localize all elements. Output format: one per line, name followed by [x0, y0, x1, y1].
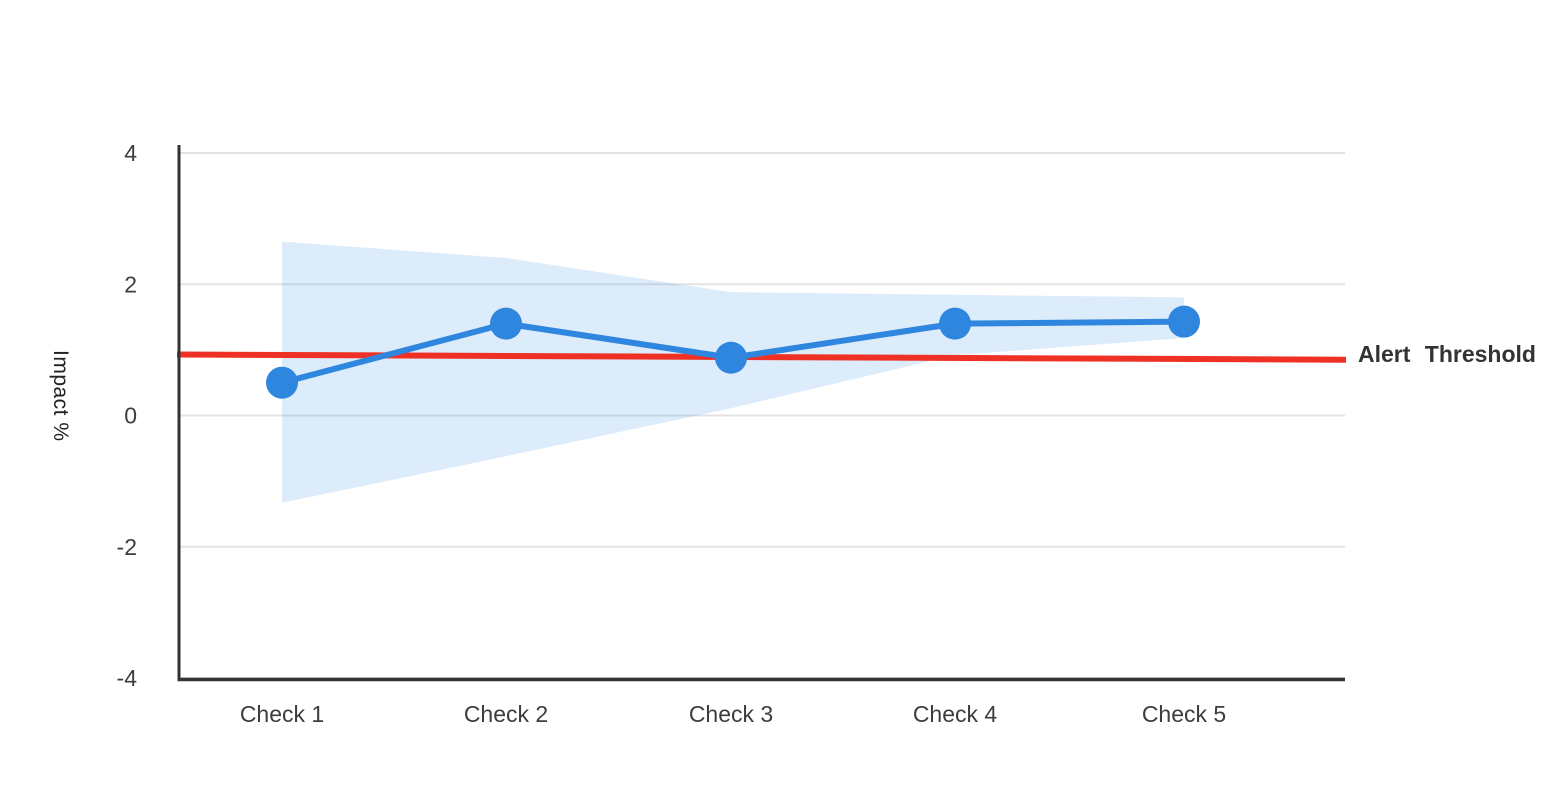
x-tick-label-1: Check 1: [240, 701, 324, 727]
data-point-check-5: [1168, 305, 1200, 338]
data-point-check-3: [715, 341, 747, 374]
data-point-check-4: [939, 307, 971, 340]
y-tick-label-4: 4: [124, 140, 137, 166]
x-tick-label-4: Check 4: [913, 701, 998, 727]
data-point-check-2: [490, 307, 522, 340]
y-tick-label-2: 2: [124, 271, 137, 297]
threshold-line: [176, 351, 1347, 363]
y-tick-label--2: -2: [117, 534, 137, 560]
alert-threshold-label: Alert Threshold: [1358, 341, 1536, 367]
y-tick-label--4: -4: [117, 665, 138, 691]
x-tick-label-5: Check 5: [1142, 701, 1226, 727]
data-point-check-1: [266, 366, 298, 399]
y-axis-title: Impact %: [49, 350, 72, 442]
x-tick-label-3: Check 3: [689, 701, 773, 727]
x-tick-label-2: Check 2: [464, 701, 548, 727]
y-tick-label-0: 0: [124, 403, 137, 429]
